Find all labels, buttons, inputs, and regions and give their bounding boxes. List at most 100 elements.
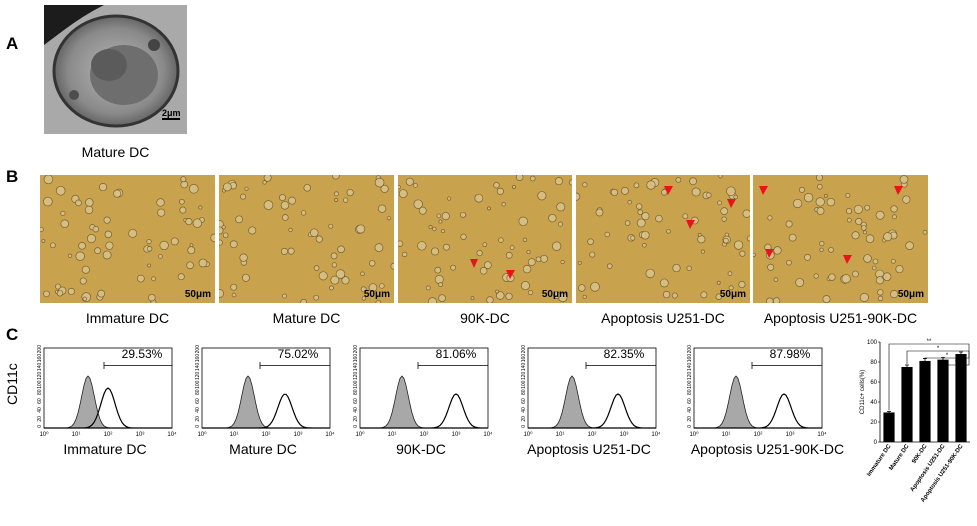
hist-ytick: 160 bbox=[37, 354, 43, 363]
hist-ytick: 200 bbox=[521, 345, 527, 354]
hist-ytick: 100 bbox=[353, 380, 359, 389]
hist-ytick: 40 bbox=[37, 407, 43, 413]
scale-bar-label: 50μm bbox=[897, 289, 924, 300]
tem-image: 2μm bbox=[44, 5, 187, 134]
arrowhead-icon bbox=[686, 220, 695, 229]
hist-ytick: 80 bbox=[353, 389, 359, 395]
hist-ytick: 0 bbox=[37, 425, 43, 428]
micrograph-immature-dc: 50μm bbox=[40, 175, 215, 303]
hist-ytick: 20 bbox=[353, 416, 359, 422]
bar-category-label: 90K-DC bbox=[911, 443, 929, 465]
micrograph-apoptosis-u251-dc: 50μm bbox=[576, 175, 750, 303]
histogram-caption-immature-dc: Immature DC bbox=[63, 441, 147, 457]
hist-xtick: 10⁰ bbox=[689, 431, 699, 438]
gate-percent: 29.53% bbox=[122, 347, 163, 361]
hist-xtick: 10⁰ bbox=[197, 431, 207, 438]
arrowhead-icon bbox=[506, 270, 515, 279]
gate-marker bbox=[259, 362, 330, 369]
hist-ytick: 120 bbox=[353, 371, 359, 380]
significance-mark: ** bbox=[927, 339, 932, 345]
hist-xtick: 10² bbox=[262, 432, 271, 438]
gate-percent: 81.06% bbox=[436, 347, 477, 361]
arrowhead-icon bbox=[759, 186, 768, 195]
stained-peak bbox=[360, 393, 488, 429]
hist-xtick: 10² bbox=[420, 432, 429, 438]
hist-ytick: 40 bbox=[353, 407, 359, 413]
arrowhead-icon bbox=[470, 259, 478, 268]
hist-xtick: 10³ bbox=[136, 432, 145, 438]
hist-ytick: 120 bbox=[687, 371, 693, 380]
gate-marker bbox=[585, 362, 656, 369]
hist-ytick: 20 bbox=[521, 416, 527, 422]
bar bbox=[955, 354, 967, 442]
scale-bar-label: 50μm bbox=[363, 289, 390, 300]
hist-xtick: 10² bbox=[754, 432, 763, 438]
hist-ytick: 0 bbox=[195, 425, 201, 428]
hist-xtick: 10⁰ bbox=[355, 431, 365, 438]
hist-xtick: 10⁴ bbox=[483, 431, 493, 438]
hist-ytick: 0 bbox=[687, 425, 693, 428]
scale-bar-label: 50μm bbox=[719, 289, 746, 300]
arrowhead-icon bbox=[664, 186, 673, 195]
hist-ytick: 200 bbox=[37, 345, 43, 354]
hist-ytick: 60 bbox=[687, 398, 693, 404]
significance-mark: * bbox=[955, 360, 958, 366]
bar-ytick: 20 bbox=[870, 420, 877, 426]
scale-bar-label: 50μm bbox=[184, 289, 211, 300]
hist-xtick: 10¹ bbox=[388, 432, 397, 438]
hist-ytick: 160 bbox=[521, 354, 527, 363]
bar-ytick: 0 bbox=[874, 440, 878, 446]
tem-caption: Mature DC bbox=[81, 144, 150, 160]
bar-category-label: Apoptosis U251-DC bbox=[910, 443, 947, 493]
hist-xtick: 10⁴ bbox=[817, 431, 827, 438]
gate-percent: 75.02% bbox=[278, 347, 319, 361]
micrograph-caption-mature-dc: Mature DC bbox=[272, 310, 341, 326]
gate-percent: 87.98% bbox=[770, 347, 811, 361]
hist-ytick: 140 bbox=[521, 363, 527, 372]
histogram-caption-apoptosis-u251-dc: Apoptosis U251-DC bbox=[527, 441, 651, 457]
hist-xtick: 10² bbox=[104, 432, 113, 438]
hist-xtick: 10² bbox=[588, 432, 597, 438]
hist-xtick: 10³ bbox=[620, 432, 629, 438]
hist-ytick: 60 bbox=[195, 398, 201, 404]
micrograph-mature-dc: 50μm bbox=[219, 175, 394, 303]
hist-ytick: 40 bbox=[521, 407, 527, 413]
bar bbox=[937, 359, 949, 442]
isotype-peak bbox=[44, 375, 172, 429]
hist-ytick: 100 bbox=[195, 380, 201, 389]
hist-xtick: 10¹ bbox=[72, 432, 81, 438]
hist-xtick: 10¹ bbox=[230, 432, 239, 438]
hist-ytick: 100 bbox=[521, 380, 527, 389]
arrowhead-icon bbox=[765, 249, 774, 258]
hist-ytick: 60 bbox=[37, 398, 43, 404]
bar-ytick: 100 bbox=[867, 340, 878, 346]
hist-ytick: 80 bbox=[195, 389, 201, 395]
stained-peak bbox=[694, 393, 822, 429]
histogram-caption-mature-dc: Mature DC bbox=[229, 441, 297, 457]
bar-category-label: Immature DC bbox=[866, 443, 893, 478]
bar bbox=[901, 366, 913, 442]
arrowhead-icon bbox=[894, 186, 903, 195]
significance-mark: * bbox=[946, 353, 949, 359]
bar-ytick: 60 bbox=[870, 380, 877, 386]
significance-mark: * bbox=[937, 346, 940, 352]
hist-ytick: 0 bbox=[353, 425, 359, 428]
gate-percent: 82.35% bbox=[604, 347, 645, 361]
bar-ytick: 80 bbox=[870, 360, 877, 366]
hist-ytick: 0 bbox=[521, 425, 527, 428]
hist-ytick: 40 bbox=[195, 407, 201, 413]
hist-ytick: 80 bbox=[687, 389, 693, 395]
hist-ytick: 140 bbox=[687, 363, 693, 372]
hist-ytick: 200 bbox=[195, 345, 201, 354]
bar bbox=[919, 360, 931, 442]
hist-ytick: 20 bbox=[195, 416, 201, 422]
hist-ytick: 140 bbox=[195, 363, 201, 372]
isotype-peak bbox=[202, 375, 330, 429]
hist-xtick: 10¹ bbox=[556, 432, 565, 438]
